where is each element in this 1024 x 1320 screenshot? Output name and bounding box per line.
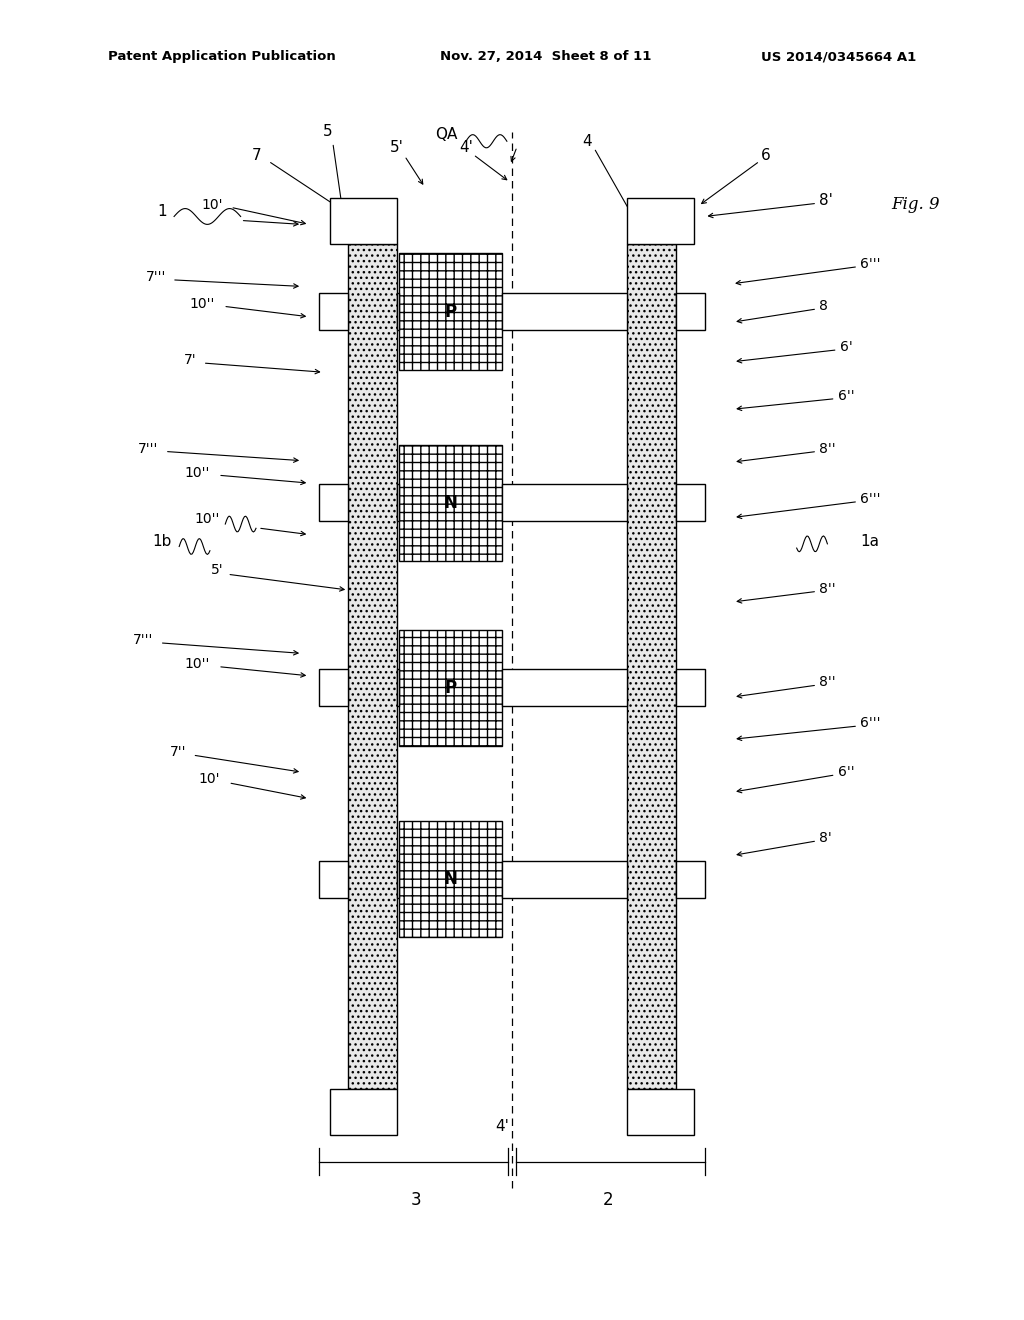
Bar [399,630,502,746]
Text: 6': 6' [840,341,852,354]
Bar [397,484,399,521]
Text: 10'': 10'' [195,512,220,525]
Text: 6'': 6'' [838,389,854,403]
Text: 4': 4' [459,140,473,156]
Text: 4': 4' [495,1119,509,1134]
Text: Nov. 27, 2014  Sheet 8 of 11: Nov. 27, 2014 Sheet 8 of 11 [440,50,651,63]
Text: 7''': 7''' [133,634,154,647]
Text: 7''': 7''' [138,442,159,455]
Text: P: P [444,678,457,697]
Bar [502,293,627,330]
Text: 10'': 10'' [184,466,210,479]
Text: N: N [443,870,458,888]
Bar [319,861,348,898]
Text: 3: 3 [411,1191,421,1209]
Text: 8'': 8'' [819,676,836,689]
Text: 8'': 8'' [819,442,836,455]
Bar [627,1089,694,1135]
Text: 10'': 10'' [189,297,215,310]
Text: 6'': 6'' [838,766,854,779]
Text: 8': 8' [819,193,834,209]
Text: 10': 10' [202,198,223,211]
Text: 7: 7 [252,148,261,164]
Text: US 2014/0345664 A1: US 2014/0345664 A1 [761,50,916,63]
Bar [330,198,397,244]
Text: 8': 8' [654,1119,669,1134]
Bar [502,484,627,521]
Bar [399,445,502,561]
Bar [399,253,502,370]
Bar [502,861,627,898]
Bar [319,669,348,706]
Text: 6''': 6''' [860,492,881,506]
Text: 5': 5' [355,1119,370,1134]
Text: 4: 4 [582,133,592,149]
Text: 2: 2 [603,1191,613,1209]
Text: Patent Application Publication: Patent Application Publication [108,50,335,63]
Bar [397,293,399,330]
Text: 8'': 8'' [819,582,836,595]
Text: 6: 6 [761,148,771,164]
Text: 1a: 1a [860,533,880,549]
Text: 5: 5 [323,124,333,140]
Bar [319,293,348,330]
Bar [676,669,705,706]
Bar [676,861,705,898]
Bar [397,861,399,898]
Text: P: P [444,302,457,321]
Text: Fig. 9: Fig. 9 [891,197,939,213]
Text: 10'': 10'' [184,657,210,671]
Text: 5': 5' [211,564,223,577]
Text: 6''': 6''' [860,717,881,730]
Text: 7': 7' [184,354,197,367]
Bar [348,244,397,1089]
Bar [502,669,627,706]
Text: 10': 10' [199,772,220,785]
Bar [676,484,705,521]
Text: 7'': 7'' [170,746,186,759]
Bar [627,244,676,1089]
Bar [319,484,348,521]
Text: 1b: 1b [153,533,172,549]
Bar [330,1089,397,1135]
Bar [676,293,705,330]
Text: QA: QA [435,127,458,143]
Bar [627,198,694,244]
Text: 7''': 7''' [145,271,166,284]
Bar [397,669,399,706]
Text: N: N [443,494,458,512]
Bar [399,821,502,937]
Text: 8: 8 [819,300,828,313]
Text: 6''': 6''' [860,257,881,271]
Text: 8': 8' [819,832,831,845]
Text: 5': 5' [390,140,404,156]
Text: 1: 1 [158,203,167,219]
